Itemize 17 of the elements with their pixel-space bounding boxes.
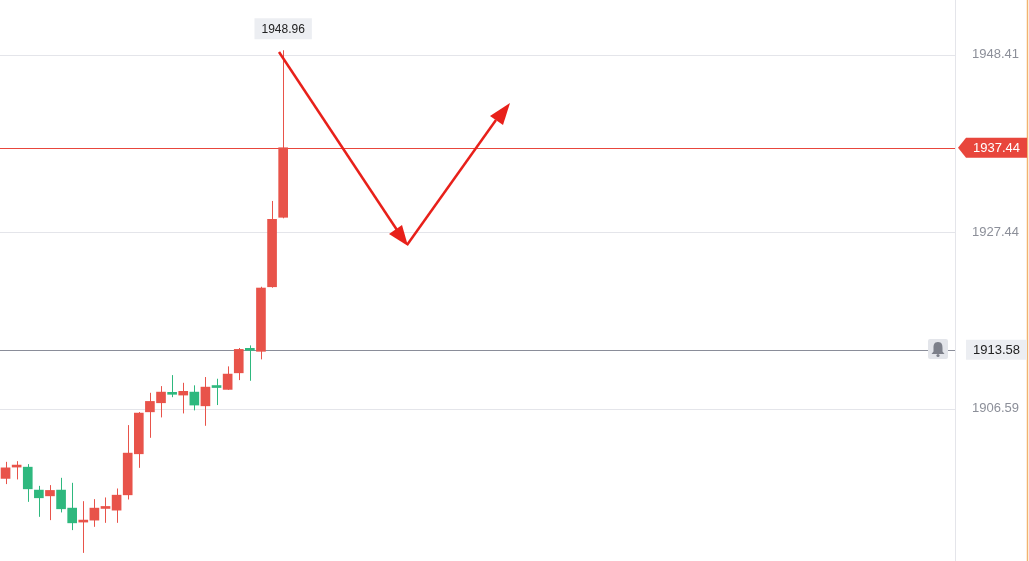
y-tick-label: 1927.44 <box>972 223 1019 239</box>
candlestick <box>245 344 255 382</box>
candlestick <box>167 374 177 398</box>
candlestick <box>211 378 222 406</box>
ref-line-label: 1937.44 <box>973 140 1020 156</box>
candlestick <box>200 376 211 427</box>
ref-line-label: 1913.58 <box>973 342 1020 358</box>
y-tick-label: 1948.41 <box>972 46 1019 62</box>
candlestick <box>222 365 233 391</box>
candlestick <box>178 382 189 414</box>
candlestick <box>34 485 44 518</box>
y-tick-label: 1906.59 <box>972 400 1019 416</box>
candlestick <box>22 463 33 503</box>
candlestick <box>45 484 55 521</box>
candlestick <box>100 496 111 524</box>
annotation: 1948.96 <box>261 21 306 36</box>
candlestick <box>0 461 11 485</box>
